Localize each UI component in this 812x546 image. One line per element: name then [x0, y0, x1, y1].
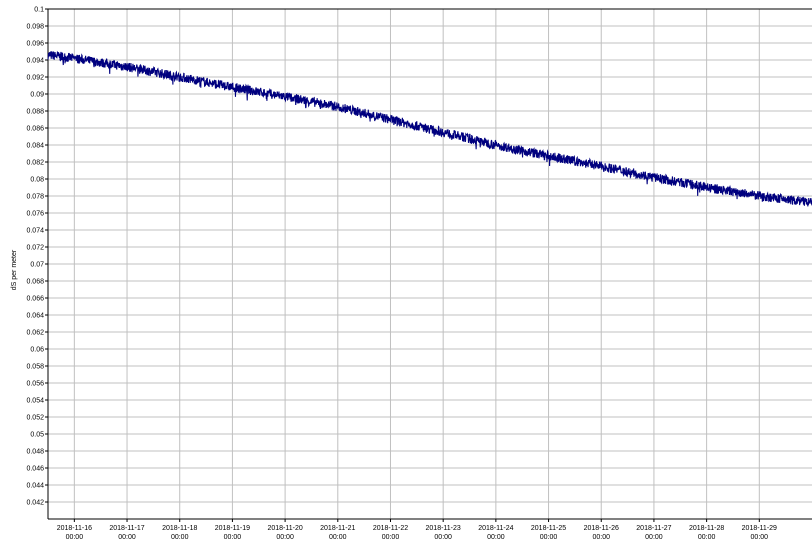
x-axis-ticks: 2018-11-16 00:00 2018-11-17 00:00 2018-11-18…	[57, 519, 777, 541]
x-tick-label-date: 2018-11-26	[584, 525, 619, 532]
y-tick-label: 0.066	[26, 296, 44, 303]
x-tick-label-time: 00:00	[382, 534, 400, 541]
y-tick-label: 0.052	[26, 415, 44, 422]
y-tick-label: 0.056	[26, 381, 44, 388]
y-tick-label: 0.05	[30, 432, 44, 439]
y-tick-label: 0.094	[26, 58, 44, 65]
x-tick-label-date: 2018-11-20	[267, 525, 302, 532]
y-tick-label: 0.06	[30, 347, 44, 354]
x-tick-label-date: 2018-11-17	[109, 525, 144, 532]
x-tick-label-time: 00:00	[751, 534, 769, 541]
y-tick-label: 0.088	[26, 109, 44, 116]
x-tick-label-time: 00:00	[592, 534, 610, 541]
x-tick-label-time: 00:00	[66, 534, 84, 541]
x-tick-label-time: 00:00	[118, 534, 136, 541]
y-tick-label: 0.078	[26, 194, 44, 201]
grid-lines	[47, 8, 812, 520]
x-tick-label-time: 00:00	[329, 534, 347, 541]
x-tick-label-date: 2018-11-19	[215, 525, 250, 532]
x-tick-label-time: 00:00	[698, 534, 716, 541]
y-tick-label: 0.08	[30, 177, 44, 184]
y-tick-label: 0.082	[26, 160, 44, 167]
y-tick-label: 0.1	[34, 7, 44, 14]
y-tick-label: 0.086	[26, 126, 44, 133]
x-tick-label-date: 2018-11-27	[636, 525, 671, 532]
y-tick-label: 0.062	[26, 330, 44, 337]
x-tick-label-time: 00:00	[434, 534, 452, 541]
y-tick-label: 0.044	[26, 483, 44, 490]
y-axis-ticks: 0.042 0.044 0.046 0.048 0.05 0.052 0.054 0.056 0…	[26, 7, 48, 507]
y-tick-label: 0.046	[26, 466, 44, 473]
y-axis-label: dS per meter	[11, 249, 18, 290]
y-tick-label: 0.068	[26, 279, 44, 286]
y-tick-label: 0.042	[26, 500, 44, 507]
y-tick-label: 0.076	[26, 211, 44, 218]
x-tick-label-date: 2018-11-18	[162, 525, 197, 532]
x-tick-label-time: 00:00	[276, 534, 294, 541]
y-tick-label: 0.07	[30, 262, 44, 269]
y-tick-label: 0.084	[26, 143, 44, 150]
plot-area	[47, 50, 812, 207]
x-tick-label-time: 00:00	[224, 534, 242, 541]
y-tick-label: 0.09	[30, 92, 44, 99]
x-tick-label-date: 2018-11-25	[531, 525, 566, 532]
y-tick-label: 0.096	[26, 41, 44, 48]
y-tick-label: 0.048	[26, 449, 44, 456]
y-tick-label: 0.098	[26, 24, 44, 31]
x-tick-label-time: 00:00	[645, 534, 663, 541]
x-tick-label-time: 00:00	[540, 534, 558, 541]
series-line	[47, 50, 812, 207]
x-tick-label-date: 2018-11-23	[426, 525, 461, 532]
x-tick-label-date: 2018-11-16	[57, 525, 92, 532]
y-tick-label: 0.054	[26, 398, 44, 405]
y-tick-label: 0.072	[26, 245, 44, 252]
y-tick-label: 0.064	[26, 313, 44, 320]
x-tick-label-date: 2018-11-24	[478, 525, 513, 532]
y-tick-label: 0.092	[26, 75, 44, 82]
x-tick-label-date: 2018-11-22	[373, 525, 408, 532]
x-tick-label-time: 00:00	[171, 534, 189, 541]
y-tick-label: 0.074	[26, 228, 44, 235]
x-tick-label-date: 2018-11-28	[689, 525, 724, 532]
y-tick-label: 0.058	[26, 364, 44, 371]
x-tick-label-date: 2018-11-29	[742, 525, 777, 532]
x-tick-label-time: 00:00	[487, 534, 505, 541]
x-tick-label-date: 2018-11-21	[320, 525, 355, 532]
